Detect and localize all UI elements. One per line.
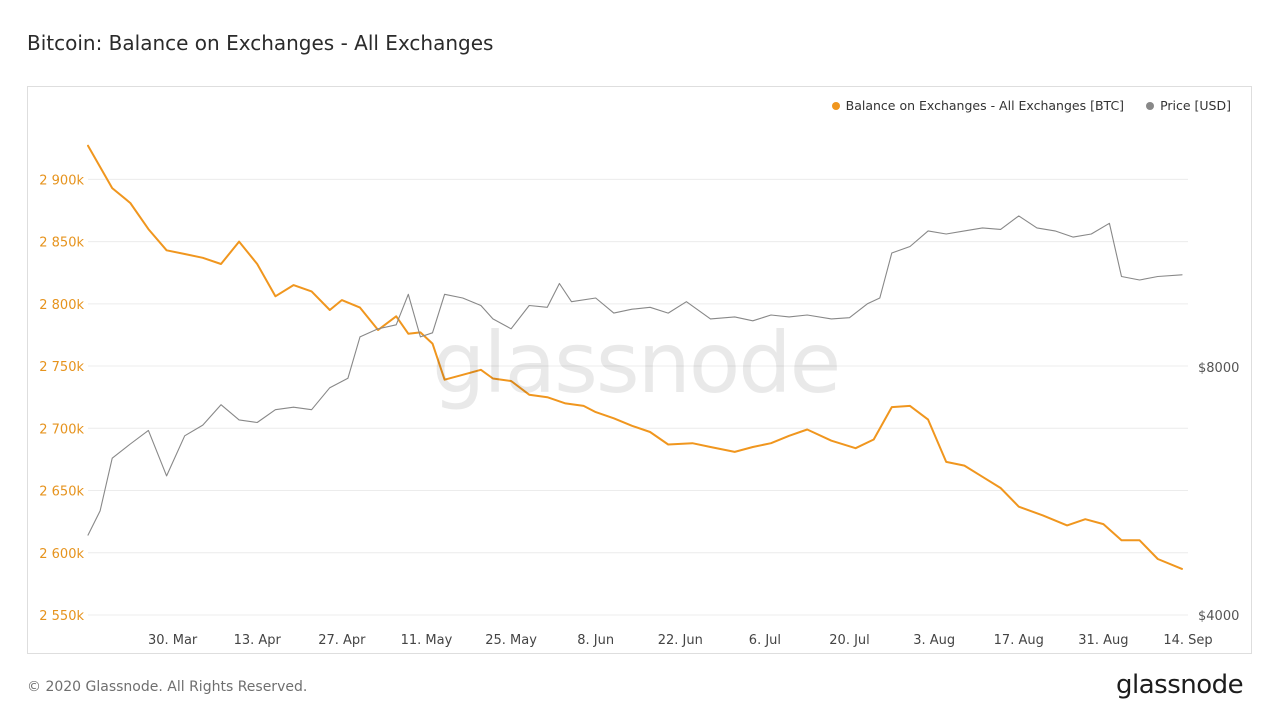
y-left-tick-label: 2 650k: [39, 485, 84, 500]
chart-container: 2 550k 2 600k 2 650k 2 700k 2 750k 2 800k 2 85…: [27, 86, 1252, 654]
chart-legend: Balance on Exchanges - All Exchanges [BT…: [831, 98, 1231, 113]
x-tick-label: 11. May: [401, 633, 453, 648]
y-left-tick-label: 2 700k: [39, 422, 84, 437]
y-left-tick-label: 2 550k: [39, 609, 84, 624]
x-tick-label: 8. Jun: [577, 633, 614, 648]
y-left-tick-label: 2 750k: [39, 360, 84, 375]
x-tick-label: 25. May: [485, 633, 537, 648]
x-tick-label: 3. Aug: [913, 633, 955, 648]
legend-swatch-balance: [831, 101, 840, 110]
x-tick-label: 17. Aug: [994, 633, 1044, 648]
x-tick-label: 22. Jun: [658, 633, 703, 648]
x-tick-label: 13. Apr: [234, 633, 282, 648]
legend-label-balance: Balance on Exchanges - All Exchanges [BT…: [845, 98, 1125, 113]
legend-item-balance[interactable]: Balance on Exchanges - All Exchanges [BT…: [831, 98, 1125, 113]
x-tick-label: 20. Jul: [829, 633, 870, 648]
glassnode-logo[interactable]: glassnode: [1116, 670, 1244, 700]
legend-item-price[interactable]: Price [USD]: [1146, 98, 1231, 113]
y-left-tick-label: 2 850k: [39, 236, 84, 251]
x-tick-label: 30. Mar: [148, 633, 198, 648]
x-tick-label: 31. Aug: [1078, 633, 1128, 648]
balance-series-line: [87, 144, 1183, 570]
y-left-tick-label: 2 600k: [39, 547, 84, 562]
y-right-tick-label: $8000: [1198, 361, 1239, 376]
x-tick-label: 14. Sep: [1163, 633, 1212, 648]
price-series-line: [87, 215, 1183, 536]
legend-label-price: Price [USD]: [1160, 98, 1231, 113]
y-left-tick-label: 2 800k: [39, 298, 84, 313]
line-chart: 2 550k 2 600k 2 650k 2 700k 2 750k 2 800k 2 85…: [39, 144, 1239, 648]
page-title: Bitcoin: Balance on Exchanges - All Exch…: [27, 31, 494, 55]
y-left-tick-label: 2 900k: [39, 173, 84, 188]
x-tick-label: 27. Apr: [318, 633, 366, 648]
legend-swatch-price: [1146, 101, 1155, 110]
x-tick-label: 6. Jul: [749, 633, 781, 648]
y-right-tick-label: $4000: [1198, 609, 1239, 624]
copyright-text: © 2020 Glassnode. All Rights Reserved.: [27, 679, 308, 695]
